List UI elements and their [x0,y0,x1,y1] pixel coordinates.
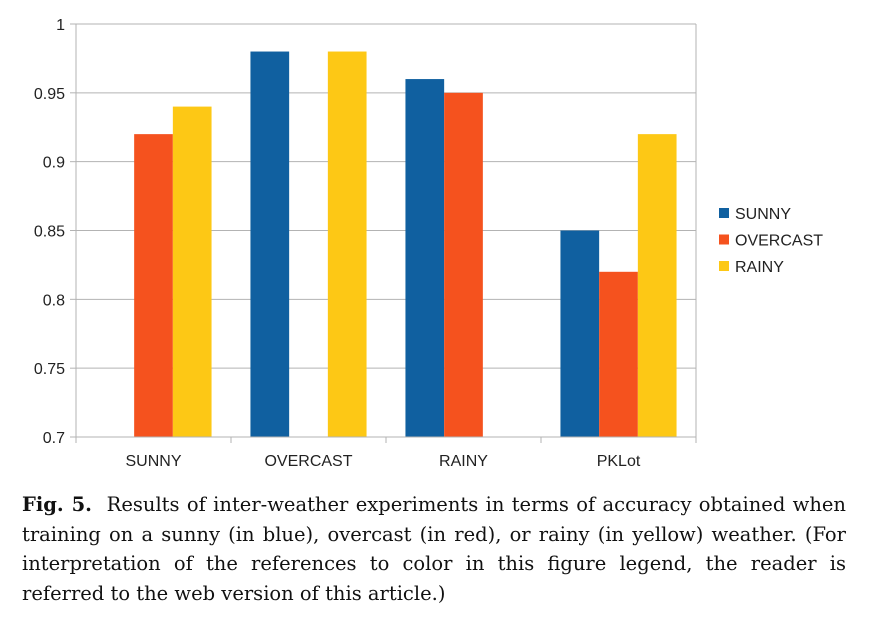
y-tick-label: 0.75 [34,361,65,378]
bars [134,51,677,438]
figure-label: Fig. 5. [22,493,92,516]
x-tick-label: RAINY [439,453,488,470]
bar-overcast-pklot [599,271,638,437]
y-tick-label: 1 [56,17,65,34]
legend-label: SUNNY [735,206,791,223]
bar-sunny-rainy [405,79,445,438]
x-axis-ticks: SUNNY OVERCAST RAINY PKLot [75,437,697,470]
bar-rainy-pklot [637,134,677,437]
bar-overcast-rainy [444,92,483,437]
bar-overcast-sunny [134,134,173,437]
bar-sunny-pklot [560,230,600,437]
legend-swatch [719,234,729,245]
y-tick-label: 0.9 [43,155,65,172]
y-tick-label: 0.7 [43,430,65,447]
figure-caption-text: Results of inter-weather experiments in … [22,493,846,605]
y-tick-label: 0.95 [34,86,65,103]
y-tick-label: 0.85 [34,224,65,241]
bar-rainy-overcast [327,51,367,438]
y-axis-ticks: 0.7 0.75 0.8 0.85 0.9 0.95 1 [34,17,76,447]
x-tick-label: PKLot [597,453,641,470]
figure-caption: Fig. 5. Results of inter-weather experim… [22,490,846,608]
legend-swatch [719,261,729,271]
legend-swatch [719,208,729,218]
x-tick-label: OVERCAST [264,453,352,470]
y-tick-label: 0.8 [43,292,65,309]
legend-label: RAINY [735,259,784,276]
bar-sunny-overcast [250,51,290,438]
x-tick-label: SUNNY [125,453,181,470]
legend-label: OVERCAST [735,233,823,250]
bar-rainy-sunny [172,106,212,437]
bar-chart: 0.7 0.75 0.8 0.85 0.9 0.95 1 SUNNY OVERCAST RAIN… [34,17,823,470]
legend: SUNNY OVERCAST RAINY [719,206,823,276]
